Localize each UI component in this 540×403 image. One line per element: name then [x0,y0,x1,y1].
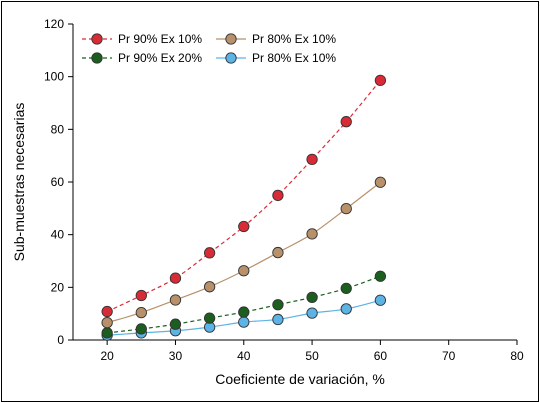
data-point [169,318,182,330]
series-layer [101,74,387,341]
data-point [340,202,352,215]
data-point [340,282,352,295]
data-point [135,323,147,335]
data-point [135,306,147,319]
data-point [203,281,216,293]
y-tick-label: 80 [51,122,65,136]
data-point [374,74,387,87]
data-point [272,299,284,311]
data-point [306,291,318,303]
data-point [135,289,147,302]
data-point [340,303,352,315]
data-point [238,316,250,328]
x-tick-label: 40 [237,349,251,363]
y-tick-label: 60 [51,175,65,189]
x-axis-label: Coeficiente de variación, % [215,371,385,387]
data-point [306,153,318,166]
y-tick-label: 120 [44,17,64,31]
axes: 0 20 40 60 80 100 120 20 30 40 50 60 70 80 [44,17,524,363]
data-point [203,312,216,324]
legend-item-3: Pr 90% Ex 20% [82,51,202,65]
data-point [101,327,113,339]
y-tick-label: 20 [51,280,65,294]
data-point [306,307,318,319]
data-point [272,246,284,259]
data-point [272,189,284,202]
x-tick-label: 20 [100,349,114,363]
legend-marker [225,33,237,45]
y-tick-label: 40 [51,228,65,242]
x-tick-label: 50 [305,349,319,363]
legend-item-1: Pr 90% Ex 10% [82,32,202,46]
x-tick-label: 60 [374,349,388,363]
data-point [306,228,318,240]
x-tick-label: 30 [169,349,183,363]
legend-marker [225,52,237,64]
series-3 [101,270,387,339]
series-line [107,275,381,334]
legend-label: Pr 90% Ex 20% [118,51,202,65]
data-point [238,306,250,318]
legend-label: Pr 80% Ex 10% [252,32,336,46]
data-point [101,316,113,329]
legend-item-4: Pr 80% Ex 10% [216,51,336,65]
data-point [238,265,250,277]
x-tick-label: 70 [442,349,456,363]
x-tick-label: 80 [510,349,524,363]
series-1 [101,74,387,318]
data-point [340,116,352,128]
data-point [374,176,387,188]
legend-marker [91,33,103,45]
y-tick-label: 100 [44,70,64,84]
legend: Pr 90% Ex 10% Pr 80% Ex 10% Pr 90% Ex 20% P… [82,32,336,65]
data-point [101,305,113,318]
series-4 [101,294,387,341]
data-point [374,294,387,306]
data-point [238,220,250,233]
data-point [203,247,216,259]
series-2 [101,176,387,329]
legend-label: Pr 90% Ex 10% [118,32,202,46]
data-point [272,313,284,326]
series-line [106,181,381,324]
data-point [169,272,182,284]
data-point [169,294,182,306]
series-line [106,79,381,313]
y-axis-label: Sub-muestras necesarias [11,103,27,262]
legend-label: Pr 80% Ex 10% [252,51,336,65]
legend-marker [91,52,103,64]
data-point [374,270,387,282]
y-tick-label: 0 [57,333,64,347]
legend-item-2: Pr 80% Ex 10% [216,32,336,46]
